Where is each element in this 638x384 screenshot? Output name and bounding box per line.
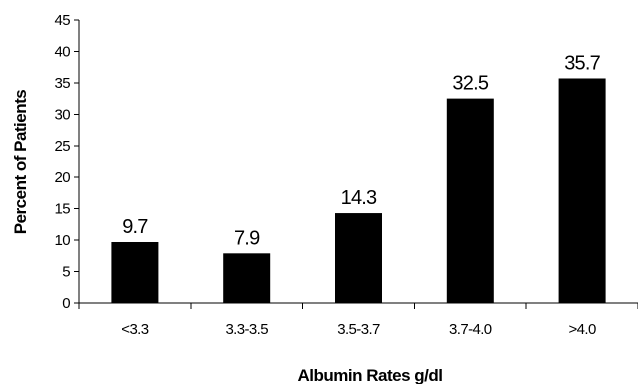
y-tick-label: 35 <box>55 75 71 92</box>
y-tick-label: 25 <box>55 138 71 155</box>
x-tick-label: <3.3 <box>121 321 148 338</box>
bar <box>111 241 159 303</box>
bar <box>558 78 606 303</box>
data-label: 7.9 <box>234 227 260 249</box>
data-label: 9.7 <box>122 216 148 238</box>
data-label: 32.5 <box>452 73 488 95</box>
plot-area: 0 5 10 15 20 25 30 35 40 45 9.7 <3.3 7.9 3.3-3.5 14.3 3… <box>55 12 638 338</box>
y-tick-label: 20 <box>55 169 71 186</box>
x-tick-label: >4.0 <box>568 321 595 338</box>
bar <box>223 253 271 303</box>
data-label: 35.7 <box>564 52 600 74</box>
y-tick-label: 5 <box>62 264 70 281</box>
bar <box>446 98 494 303</box>
data-label: 14.3 <box>341 187 377 209</box>
y-tick-label: 0 <box>62 295 70 312</box>
y-axis-title: Percent of Patients <box>11 90 30 235</box>
y-tick-label: 15 <box>55 201 71 218</box>
y-tick-label: 45 <box>55 12 71 29</box>
x-axis-title: Albumin Rates g/dl <box>298 366 443 384</box>
x-tick-label: 3.7-4.0 <box>449 321 492 338</box>
bar <box>335 213 382 303</box>
x-tick-label: 3.5-3.7 <box>337 321 380 338</box>
y-tick-label: 30 <box>55 106 71 123</box>
x-tick-label: 3.3-3.5 <box>225 321 268 338</box>
y-tick-label: 10 <box>55 232 71 249</box>
y-tick-label: 40 <box>55 43 71 60</box>
